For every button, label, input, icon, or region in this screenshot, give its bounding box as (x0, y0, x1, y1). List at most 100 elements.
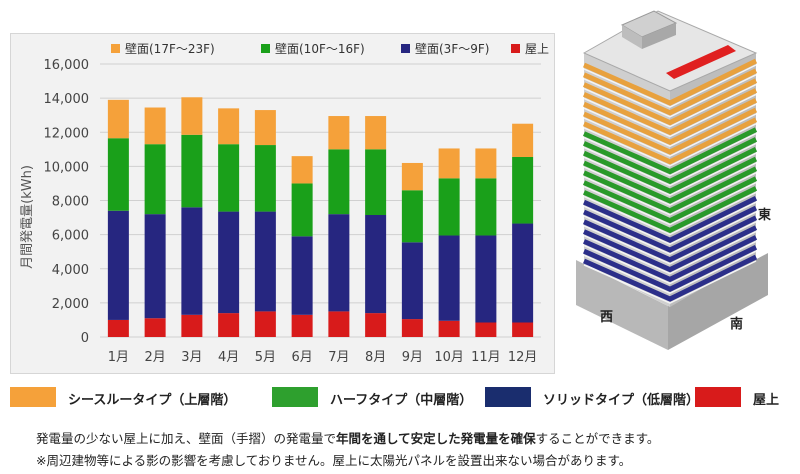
floor-band (582, 186, 758, 234)
bar-segment (438, 235, 460, 321)
floor-band (582, 254, 758, 302)
bar-segment (475, 322, 497, 337)
bar-segment (365, 149, 387, 216)
legend-label: ハーフタイプ（中層階） (330, 393, 473, 408)
legend-swatch (511, 44, 520, 53)
bar-segment (401, 190, 423, 243)
floor-band (582, 107, 758, 155)
y-tick-label: 2,000 (52, 297, 89, 312)
floor-band (582, 205, 758, 253)
bar-segment (181, 314, 203, 337)
bar-segment (218, 313, 240, 337)
legend-entry: 屋上 (525, 42, 549, 56)
floor-band (582, 68, 758, 116)
roof-solar-panel (666, 45, 736, 79)
building-floors (582, 53, 758, 307)
bar-segment (328, 116, 350, 150)
bar-segment (218, 108, 240, 145)
bar-segment (438, 320, 460, 337)
floor-band (582, 137, 758, 185)
bar-segment (365, 116, 387, 150)
floor-band (582, 195, 758, 243)
floor-band (582, 215, 758, 263)
x-tick-label: 6月 (291, 350, 312, 365)
legend-label: シースルータイプ（上層階） (68, 393, 237, 408)
legend-swatch (272, 387, 318, 407)
building-base (576, 253, 768, 350)
bar-segment (144, 318, 166, 337)
floor-band (582, 58, 758, 106)
y-axis-ticks: 0 2,000 4,000 6,000 8,000 10,000 12,000 14,000 1… (44, 58, 90, 346)
x-tick-label: 4月 (218, 350, 239, 365)
legend-swatch (401, 44, 410, 53)
bar-segment (438, 178, 460, 236)
floor-band (582, 166, 758, 214)
chart-bars (107, 97, 534, 337)
bar-segment (328, 149, 350, 215)
floor-band (582, 97, 758, 145)
bar-segment (254, 311, 276, 337)
legend-swatch (261, 44, 270, 53)
bar-segment (144, 144, 166, 215)
bar-segment (291, 183, 313, 237)
bar-segment (107, 138, 129, 211)
bar-segment (401, 162, 423, 191)
bar-segment (401, 242, 423, 320)
legend-label: 屋上 (753, 393, 780, 408)
chart-panel: 壁面(17F～23F) 壁面(10F～16F) 壁面(3F～9F) 屋上 0 2,000… (10, 33, 555, 374)
x-tick-label: 11月 (471, 350, 501, 365)
bar-segment (144, 107, 166, 145)
floor-band (582, 78, 758, 126)
floor-band (582, 146, 758, 194)
bar-segment (181, 97, 203, 135)
floor-band (582, 176, 758, 224)
bar-segment (218, 211, 240, 314)
y-tick-label: 0 (81, 331, 89, 346)
x-tick-label: 3月 (181, 350, 202, 365)
bar-segment (475, 178, 497, 236)
legend-label: ソリッドタイプ（低層階） (543, 393, 700, 408)
building-roof (582, 10, 758, 92)
x-tick-label: 5月 (255, 350, 276, 365)
floor-band (582, 117, 758, 165)
compass-west: 西 (600, 310, 613, 325)
bar-segment (291, 236, 313, 315)
y-tick-label: 4,000 (52, 263, 89, 278)
stacked-bar-chart: 壁面(17F～23F) 壁面(10F～16F) 壁面(3F～9F) 屋上 0 2,000… (20, 41, 549, 365)
chart-legend: 壁面(17F～23F) 壁面(10F～16F) 壁面(3F～9F) 屋上 (111, 41, 549, 56)
floor-band (582, 235, 758, 283)
y-tick-label: 16,000 (44, 58, 90, 73)
y-tick-label: 6,000 (52, 229, 89, 244)
bar-segment (512, 223, 534, 323)
panel-type-legend: シースルータイプ（上層階） ハーフタイプ（中層階） ソリッドタイプ（低層階） 屋… (0, 384, 800, 412)
bar-segment (328, 311, 350, 337)
y-tick-label: 12,000 (44, 126, 90, 141)
legend-swatch (485, 387, 531, 407)
note-line-2: ※周辺建物等による影の影響を考慮しておりません。屋上に太陽光パネルを設置出来ない… (36, 453, 632, 468)
compass-east: 東 (758, 207, 771, 223)
x-tick-label: 9月 (402, 350, 423, 365)
bar-segment (291, 156, 313, 184)
x-tick-label: 2月 (144, 350, 165, 365)
y-tick-label: 8,000 (52, 195, 89, 210)
bar-segment (254, 110, 276, 146)
y-axis-label: 月間発電量(kWh) (20, 165, 35, 269)
bar-segment (512, 123, 534, 157)
bar-segment (512, 156, 534, 224)
x-tick-label: 8月 (365, 350, 386, 365)
compass-south: 南 (730, 316, 743, 332)
bar-segment (181, 134, 203, 208)
legend-swatch (111, 44, 120, 53)
bar-segment (218, 144, 240, 212)
bar-segment (144, 214, 166, 319)
bar-segment (107, 99, 129, 139)
x-axis-ticks: 1月 2月 3月 4月 5月 6月 7月 8月 9月 10月 11月 12月 (108, 350, 538, 365)
legend-entry: 壁面(10F～16F) (275, 41, 365, 56)
x-tick-label: 12月 (508, 350, 538, 365)
bar-segment (438, 148, 460, 179)
bar-segment (475, 235, 497, 323)
legend-swatch (695, 387, 741, 407)
bar-segment (401, 319, 423, 337)
bar-segment (291, 314, 313, 337)
bar-segment (365, 313, 387, 337)
